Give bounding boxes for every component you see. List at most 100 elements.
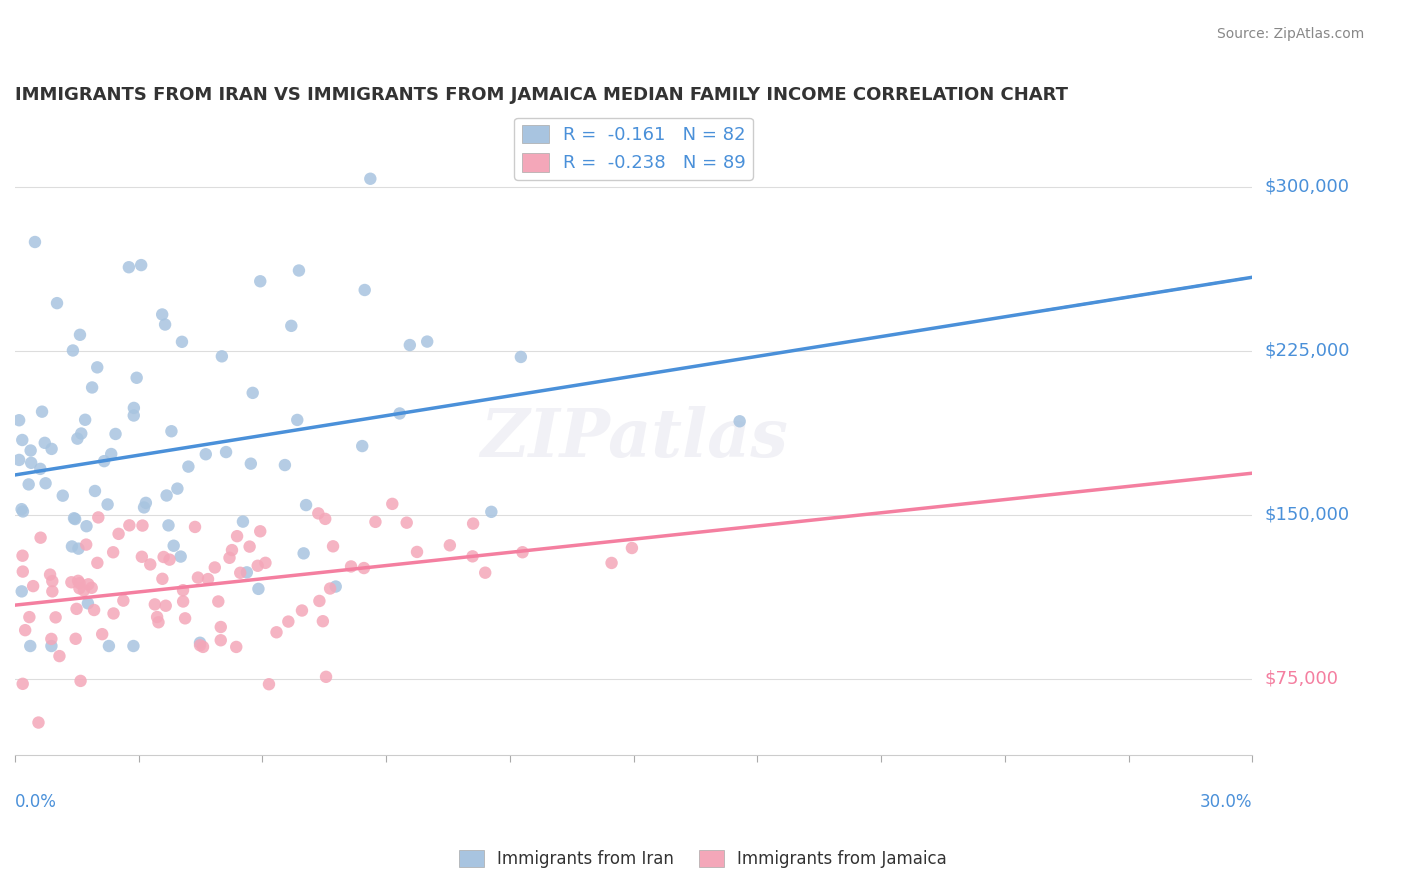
- Point: [65, 602, 87, 616]
- Point: [157, 518, 180, 533]
- Point: [246, 558, 269, 573]
- Point: [132, 500, 155, 515]
- Point: [620, 541, 643, 555]
- Point: [86, 556, 108, 570]
- Point: [352, 439, 374, 453]
- Point: [135, 496, 157, 510]
- Point: [67, 541, 90, 556]
- Point: [308, 594, 330, 608]
- Point: [728, 414, 751, 428]
- Point: [52, 489, 75, 503]
- Point: [221, 543, 243, 558]
- Point: [30, 462, 52, 476]
- Point: [340, 559, 363, 574]
- Point: [174, 611, 197, 625]
- Point: [27, 715, 49, 730]
- Point: [225, 640, 247, 654]
- Point: [80, 581, 103, 595]
- Point: [172, 594, 194, 608]
- Point: [63, 512, 86, 526]
- Point: [20, 639, 42, 653]
- Point: [479, 505, 502, 519]
- Point: [257, 677, 280, 691]
- Point: [100, 447, 122, 461]
- Point: [77, 596, 100, 610]
- Point: [152, 549, 174, 564]
- Point: [254, 556, 277, 570]
- Point: [150, 572, 173, 586]
- Point: [398, 338, 420, 352]
- Legend: Immigrants from Iran, Immigrants from Jamaica: Immigrants from Iran, Immigrants from Ja…: [453, 843, 953, 875]
- Point: [86, 360, 108, 375]
- Point: [312, 614, 335, 628]
- Text: Source: ZipAtlas.com: Source: ZipAtlas.com: [1216, 27, 1364, 41]
- Point: [381, 497, 404, 511]
- Point: [232, 515, 254, 529]
- Point: [307, 507, 329, 521]
- Point: [229, 566, 252, 580]
- Point: [159, 552, 181, 566]
- Point: [97, 639, 120, 653]
- Point: [395, 516, 418, 530]
- Point: [60, 575, 83, 590]
- Point: [8, 413, 31, 427]
- Point: [207, 594, 229, 608]
- Point: [8, 453, 31, 467]
- Point: [148, 615, 170, 630]
- Point: [188, 638, 211, 652]
- Text: 30.0%: 30.0%: [1199, 793, 1253, 812]
- Point: [76, 519, 98, 533]
- Point: [242, 385, 264, 400]
- Point: [600, 556, 623, 570]
- Point: [188, 636, 211, 650]
- Point: [143, 598, 166, 612]
- Point: [41, 584, 63, 599]
- Point: [191, 640, 214, 654]
- Point: [48, 649, 70, 664]
- Point: [20, 443, 42, 458]
- Point: [14, 623, 37, 637]
- Point: [204, 560, 226, 574]
- Point: [150, 308, 173, 322]
- Point: [11, 677, 34, 691]
- Point: [122, 401, 145, 415]
- Point: [45, 610, 67, 624]
- Point: [97, 498, 120, 512]
- Text: 0.0%: 0.0%: [15, 793, 56, 812]
- Text: $75,000: $75,000: [1265, 670, 1339, 688]
- Point: [67, 574, 90, 588]
- Point: [41, 639, 63, 653]
- Point: [184, 520, 207, 534]
- Point: [70, 426, 93, 441]
- Point: [118, 518, 141, 533]
- Point: [107, 526, 129, 541]
- Point: [194, 447, 217, 461]
- Point: [82, 380, 104, 394]
- Point: [63, 511, 86, 525]
- Point: [359, 171, 381, 186]
- Point: [112, 593, 135, 607]
- Point: [353, 561, 375, 575]
- Point: [177, 459, 200, 474]
- Point: [325, 580, 347, 594]
- Point: [131, 518, 153, 533]
- Point: [388, 407, 411, 421]
- Point: [34, 476, 56, 491]
- Point: [314, 512, 336, 526]
- Point: [118, 260, 141, 275]
- Point: [73, 583, 96, 598]
- Point: [247, 582, 270, 596]
- Point: [163, 539, 186, 553]
- Point: [60, 540, 83, 554]
- Point: [215, 445, 238, 459]
- Point: [46, 296, 69, 310]
- Text: $300,000: $300,000: [1265, 178, 1350, 196]
- Point: [439, 538, 461, 552]
- Point: [75, 538, 97, 552]
- Point: [239, 457, 262, 471]
- Point: [153, 318, 176, 332]
- Point: [319, 582, 342, 596]
- Point: [20, 456, 42, 470]
- Point: [67, 582, 90, 596]
- Point: [69, 673, 91, 688]
